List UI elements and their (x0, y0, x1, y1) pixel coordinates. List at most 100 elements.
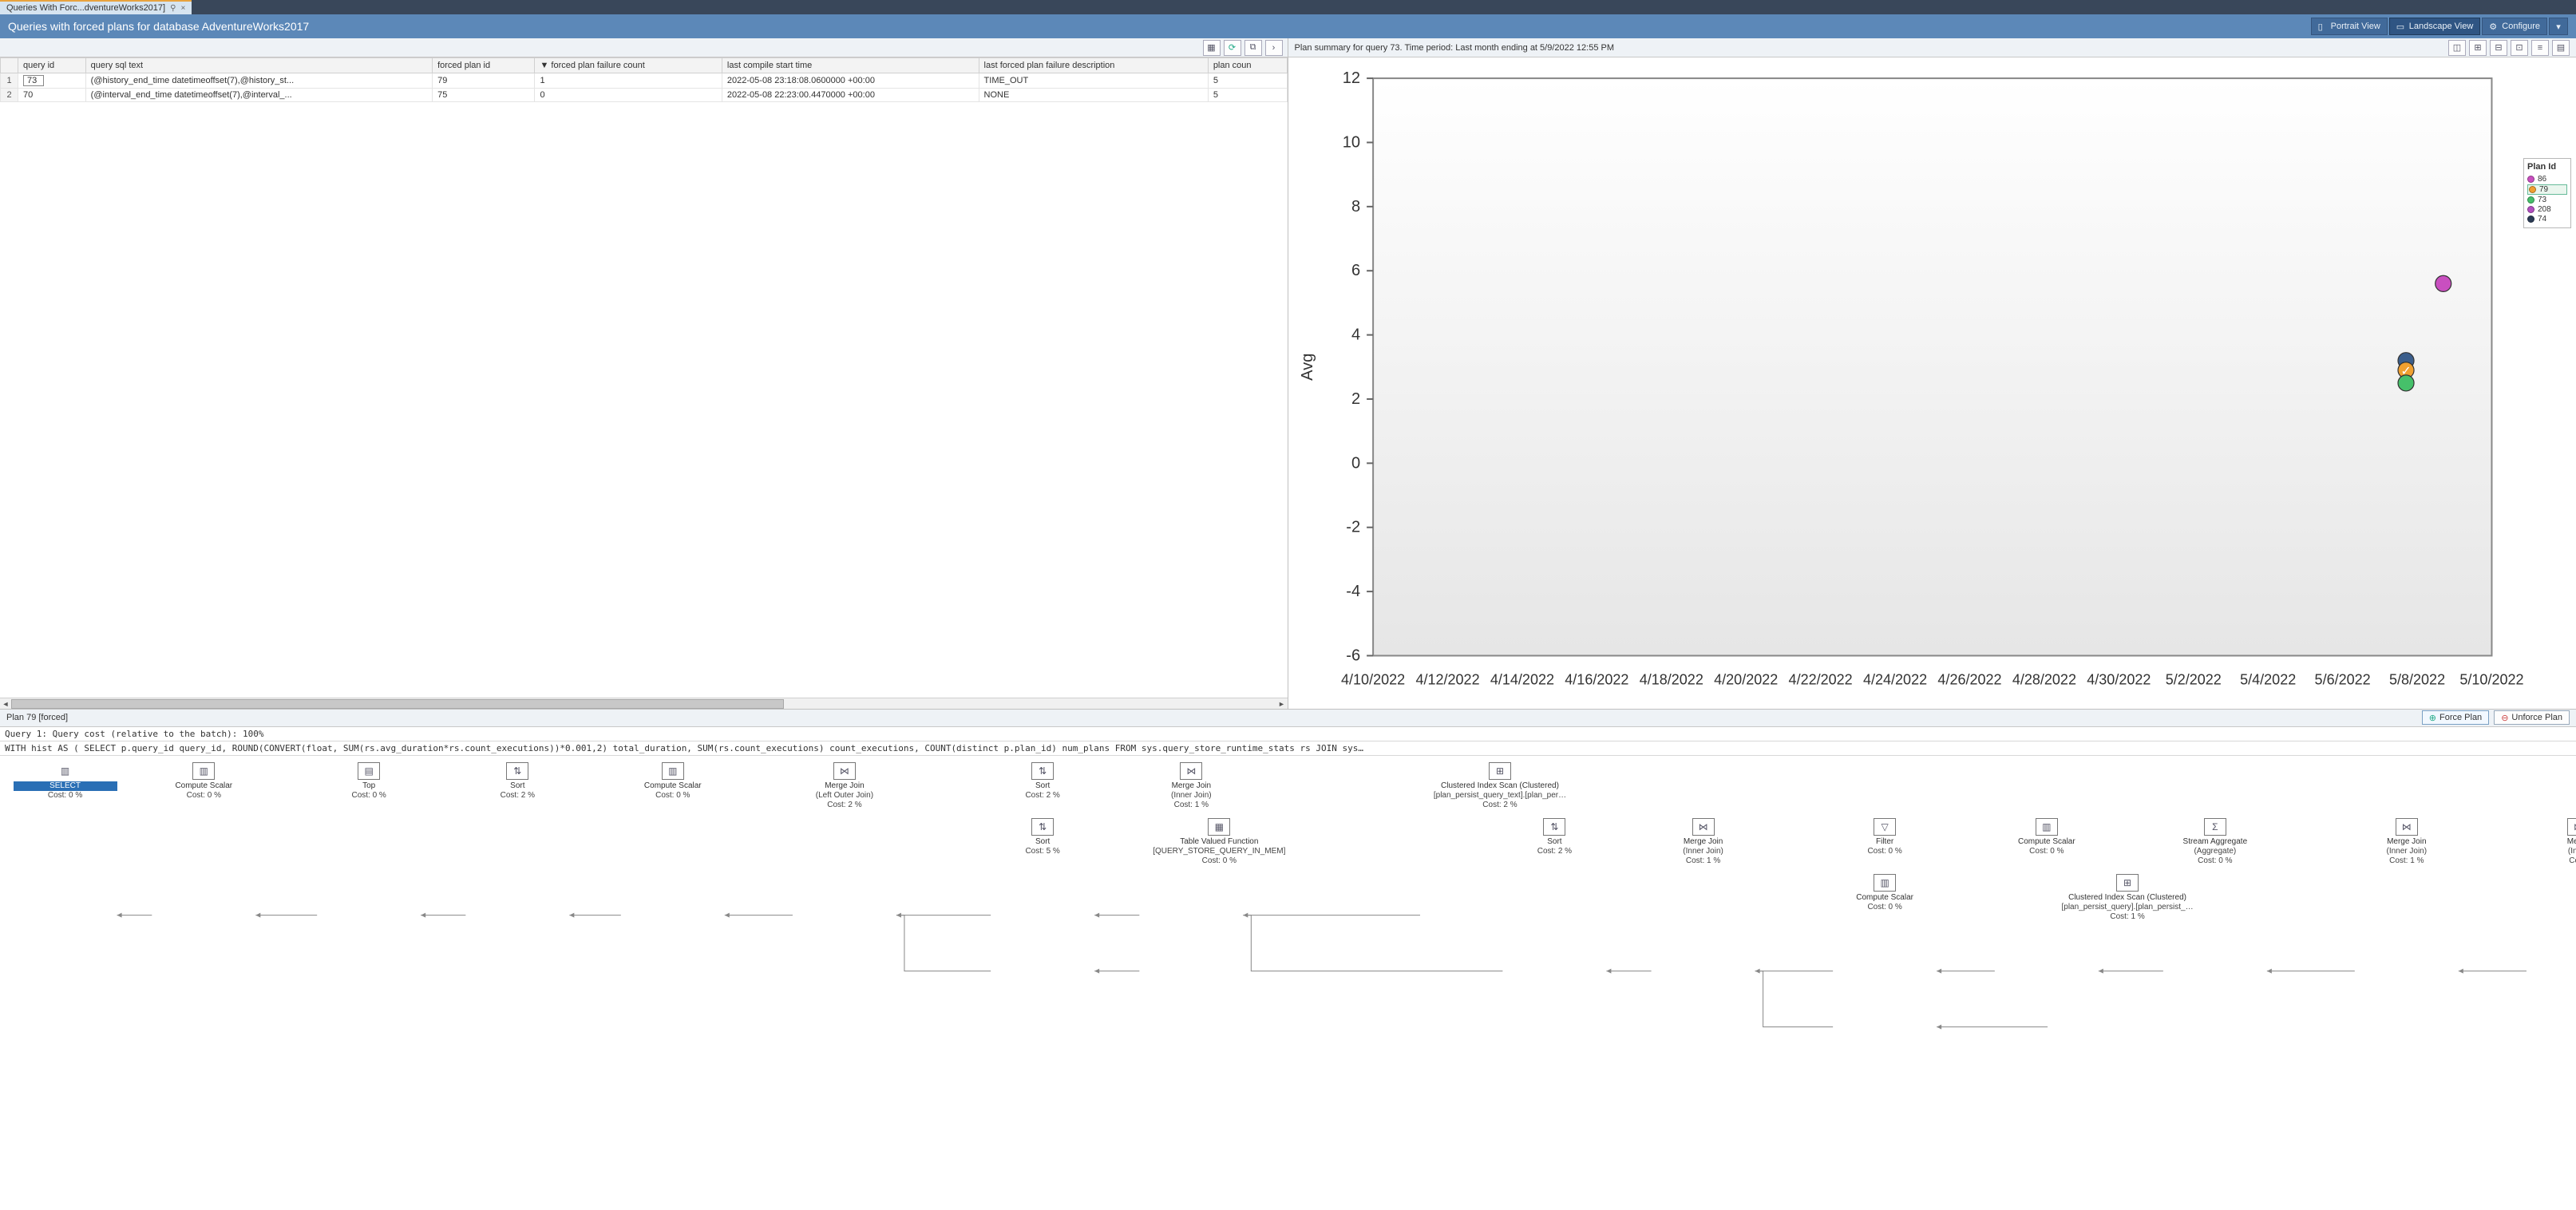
plan-summary-chart[interactable]: -6-4-20246810124/10/20224/12/20224/14/20… (1293, 62, 2524, 704)
operator-icon: ▥ (2036, 818, 2058, 836)
legend-item[interactable]: 208 (2527, 205, 2567, 214)
svg-text:-4: -4 (1346, 583, 1360, 600)
query-sql-text: WITH hist AS ( SELECT p.query_id query_i… (0, 741, 2576, 756)
dropdown-button[interactable]: ▾ (2549, 18, 2568, 35)
plan-operator[interactable]: ⋈Merge(InnerCost: (2527, 818, 2576, 866)
unpin-icon[interactable]: ⚲ (170, 4, 176, 13)
svg-text:4: 4 (1351, 326, 1359, 344)
force-icon: ⊕ (2429, 713, 2436, 723)
forced-plans-table[interactable]: query idquery sql textforced plan id▼ fo… (0, 57, 1288, 102)
table-row[interactable]: 270(@interval_end_time datetimeoffset(7)… (1, 89, 1288, 102)
scroll-right-icon[interactable]: ► (1276, 698, 1288, 709)
plan-operator[interactable]: ▥Compute ScalarCost: 0 % (621, 762, 725, 801)
plan-operator[interactable]: ⋈Merge Join(Inner Join)Cost: 1 % (1652, 818, 1755, 866)
grid-btn-expand[interactable]: › (1265, 40, 1283, 56)
svg-text:6: 6 (1351, 262, 1359, 279)
plan-operator[interactable]: ▦Table Valued Function[QUERY_STORE_QUERY… (1139, 818, 1299, 866)
column-header[interactable]: query sql text (85, 58, 432, 73)
column-header[interactable]: forced plan id (433, 58, 535, 73)
plan-summary-chart-pane: Plan summary for query 73. Time period: … (1288, 38, 2576, 709)
legend-dot-icon (2527, 176, 2534, 183)
plan-operator[interactable]: ⇅SortCost: 5 % (991, 818, 1094, 856)
plan-operator[interactable]: ⋈Merge Join(Inner Join)Cost: 1 % (2355, 818, 2459, 866)
document-tab-active[interactable]: Queries With Forc...dventureWorks2017] ⚲… (0, 0, 192, 14)
plan-operator[interactable]: ⊞Clustered Index Scan (Clustered)[plan_p… (1420, 762, 1580, 810)
legend-item[interactable]: 74 (2527, 215, 2567, 223)
operator-icon: ▦ (1208, 818, 1230, 836)
svg-text:4/18/2022: 4/18/2022 (1639, 672, 1703, 688)
portrait-icon: ▯ (2318, 22, 2328, 31)
operator-icon: ⋈ (1180, 762, 1202, 780)
chart-btn-1[interactable]: ◫ (2448, 40, 2466, 56)
landscape-view-button[interactable]: ▭ Landscape View (2389, 18, 2481, 35)
unforce-plan-button[interactable]: ⊖ Unforce Plan (2494, 710, 2570, 725)
landscape-icon: ▭ (2396, 22, 2406, 31)
plan-operator[interactable]: ▤TopCost: 0 % (317, 762, 421, 801)
plan-operator[interactable]: ▥SELECTCost: 0 % (14, 762, 117, 801)
grid-btn-refresh[interactable]: ⟳ (1224, 40, 1241, 56)
svg-text:4/22/2022: 4/22/2022 (1788, 672, 1852, 688)
column-header[interactable]: plan coun (1208, 58, 1287, 73)
legend-item[interactable]: 79 (2527, 184, 2567, 195)
legend-dot-icon (2529, 186, 2536, 193)
chart-btn-2[interactable]: ⊞ (2469, 40, 2487, 56)
scroll-thumb[interactable] (11, 699, 784, 709)
portrait-view-button[interactable]: ▯ Portrait View (2311, 18, 2388, 35)
forced-plans-grid-pane: ▦ ⟳ ⧉ › query idquery sql textforced pla… (0, 38, 1288, 709)
svg-text:12: 12 (1342, 69, 1359, 87)
plan-header-title: Plan 79 [forced] (6, 713, 68, 722)
plan-operator[interactable]: ΣStream Aggregate(Aggregate)Cost: 0 % (2163, 818, 2267, 866)
svg-text:-2: -2 (1346, 519, 1360, 536)
plan-operator[interactable]: ▥Compute ScalarCost: 0 % (1995, 818, 2099, 856)
plan-operator[interactable]: ⊞Clustered Index Scan (Clustered)[plan_p… (2048, 874, 2207, 922)
legend-dot-icon (2527, 196, 2534, 204)
column-header[interactable] (1, 58, 18, 73)
operator-icon: ⋈ (833, 762, 856, 780)
svg-text:8: 8 (1351, 198, 1359, 216)
operator-icon: ⇅ (1031, 818, 1054, 836)
legend-item[interactable]: 73 (2527, 196, 2567, 204)
legend-dot-icon (2527, 206, 2534, 213)
force-plan-button[interactable]: ⊕ Force Plan (2422, 710, 2489, 725)
execution-plan-canvas[interactable]: ▥SELECTCost: 0 % ▥Compute ScalarCost: 0 %… (0, 756, 2576, 1210)
column-header[interactable]: last compile start time (722, 58, 979, 73)
plan-operator[interactable]: ▥Compute ScalarCost: 0 % (1833, 874, 1937, 912)
plan-operator[interactable]: ⇅SortCost: 2 % (991, 762, 1094, 801)
chart-btn-4[interactable]: ⊡ (2511, 40, 2528, 56)
operator-icon: ⇅ (1031, 762, 1054, 780)
operator-icon: ▽ (1874, 818, 1896, 836)
report-title: Queries with forced plans for database A… (8, 20, 309, 33)
svg-text:4/28/2022: 4/28/2022 (2012, 672, 2075, 688)
column-header[interactable]: query id (18, 58, 86, 73)
gear-icon: ⚙ (2489, 22, 2499, 31)
plan-operator[interactable]: ▥Compute ScalarCost: 0 % (152, 762, 255, 801)
chart-btn-5[interactable]: ≡ (2531, 40, 2549, 56)
svg-text:4/30/2022: 4/30/2022 (2087, 672, 2151, 688)
grid-btn-table[interactable]: ▦ (1203, 40, 1221, 56)
legend-item[interactable]: 86 (2527, 175, 2567, 184)
query-cost-text: Query 1: Query cost (relative to the bat… (0, 727, 2576, 741)
grid-btn-detail[interactable]: ⧉ (1244, 40, 1262, 56)
operator-icon: ⋈ (2396, 818, 2418, 836)
svg-text:0: 0 (1351, 454, 1359, 472)
close-icon[interactable]: × (180, 4, 185, 13)
svg-text:4/26/2022: 4/26/2022 (1937, 672, 2001, 688)
plan-operator[interactable]: ⇅SortCost: 2 % (1502, 818, 1606, 856)
configure-button[interactable]: ⚙ Configure (2482, 18, 2547, 35)
unforce-icon: ⊖ (2501, 713, 2508, 723)
svg-text:5/4/2022: 5/4/2022 (2240, 672, 2296, 688)
plan-operator[interactable]: ▽FilterCost: 0 % (1833, 818, 1937, 856)
scroll-left-icon[interactable]: ◄ (0, 698, 11, 709)
table-row[interactable]: 173(@history_end_time datetimeoffset(7),… (1, 73, 1288, 89)
plan-operator[interactable]: ⋈Merge Join(Left Outer Join)Cost: 2 % (793, 762, 896, 810)
chart-btn-3[interactable]: ⊟ (2490, 40, 2507, 56)
operator-icon: ⋈ (2567, 818, 2576, 836)
operator-icon: ⇅ (506, 762, 528, 780)
chart-btn-6[interactable]: ▤ (2552, 40, 2570, 56)
column-header[interactable]: ▼ forced plan failure count (535, 58, 722, 73)
plan-operator[interactable]: ⇅SortCost: 2 % (465, 762, 569, 801)
plan-operator[interactable]: ⋈Merge Join(Inner Join)Cost: 1 % (1139, 762, 1243, 810)
horizontal-scrollbar[interactable]: ◄ ► (0, 698, 1288, 709)
column-header[interactable]: last forced plan failure description (979, 58, 1208, 73)
svg-text:4/14/2022: 4/14/2022 (1490, 672, 1553, 688)
